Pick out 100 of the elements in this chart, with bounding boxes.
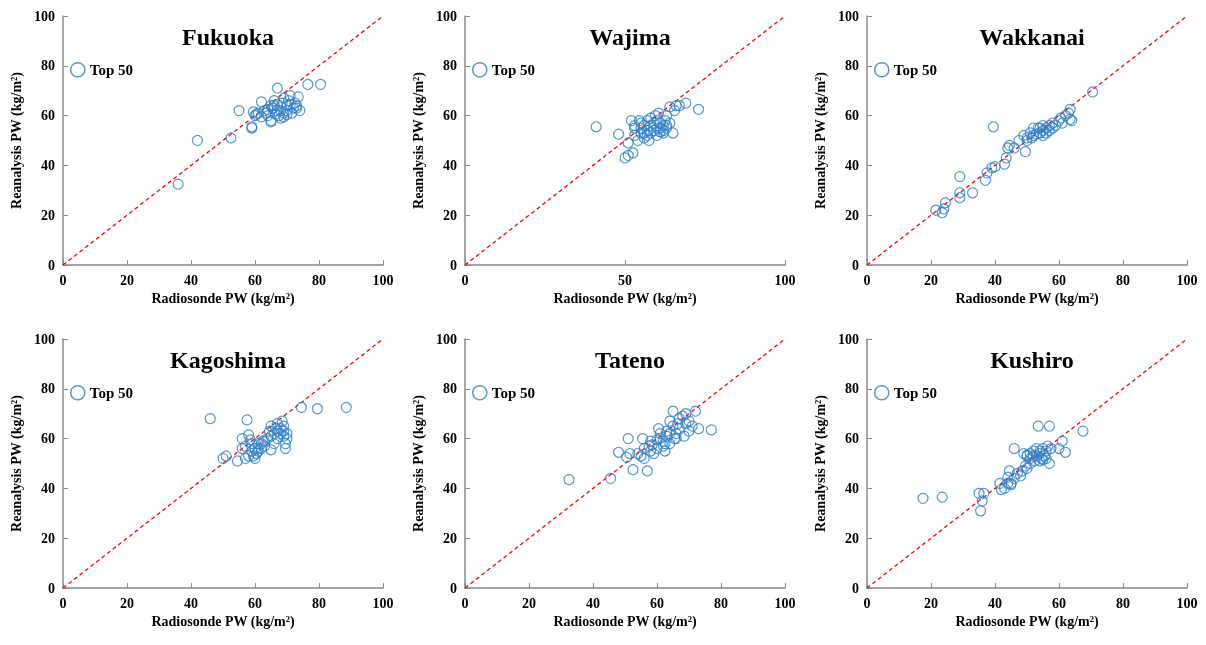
point <box>295 401 307 413</box>
x-tick-label: 100 <box>774 272 796 288</box>
point <box>225 132 237 144</box>
point <box>669 105 681 117</box>
point <box>204 412 216 424</box>
y-tick-label: 60 <box>41 430 55 446</box>
y-axis-title: Reanalysis PW (kg/m²) <box>8 394 25 532</box>
point <box>643 134 655 147</box>
point <box>693 422 705 434</box>
x-tick-label: 80 <box>714 595 728 610</box>
point <box>1087 86 1099 98</box>
x-tick-label: 80 <box>1116 272 1130 288</box>
point <box>1008 142 1020 154</box>
point <box>653 422 665 434</box>
point <box>667 405 679 417</box>
legend-label: Top 50 <box>491 61 535 78</box>
x-tick-label: 0 <box>59 595 67 610</box>
y-tick-label: 80 <box>845 380 859 396</box>
y-tick-label: 80 <box>845 58 859 74</box>
y-tick-label: 60 <box>845 430 859 446</box>
point <box>268 437 280 449</box>
x-tick-label: 20 <box>924 595 938 610</box>
point <box>967 187 979 199</box>
y-axis-title: Reanalysis PW (kg/m²) <box>410 71 427 209</box>
y-tick-label: 40 <box>845 480 859 496</box>
point <box>1032 420 1044 432</box>
chart-title: Kushiro <box>990 346 1074 373</box>
point <box>191 134 203 147</box>
y-tick-label: 80 <box>443 58 457 74</box>
y-tick-label: 0 <box>450 257 457 273</box>
point <box>683 425 695 437</box>
point <box>1002 471 1014 483</box>
point <box>1059 446 1071 458</box>
point <box>645 112 657 124</box>
point <box>1053 442 1065 454</box>
point <box>680 97 692 109</box>
point <box>981 167 993 179</box>
point <box>664 101 676 113</box>
x-tick-label: 60 <box>1052 595 1066 610</box>
point <box>1059 110 1071 122</box>
point <box>622 137 634 149</box>
point <box>994 477 1006 489</box>
point <box>975 504 987 516</box>
y-tick-label: 40 <box>41 157 55 173</box>
x-tick-label: 100 <box>372 272 394 288</box>
point <box>661 110 673 122</box>
point <box>641 464 653 477</box>
y-tick-label: 100 <box>34 8 55 24</box>
point <box>284 90 296 102</box>
point <box>563 473 575 485</box>
point <box>265 443 277 455</box>
x-tick-label: 50 <box>618 272 632 288</box>
point <box>243 449 255 462</box>
point <box>622 432 634 444</box>
point <box>233 105 245 117</box>
chart-title: Kagoshima <box>169 346 287 373</box>
point <box>930 204 942 216</box>
point <box>999 158 1011 170</box>
point <box>667 420 679 432</box>
x-tick-label: 0 <box>863 595 871 610</box>
point <box>1013 134 1025 147</box>
point <box>673 422 685 434</box>
point <box>1016 464 1028 477</box>
x-axis-title: Radiosonde PW (kg/m²) <box>955 613 1099 630</box>
x-tick-label: 20 <box>522 595 536 610</box>
x-tick-label: 20 <box>120 272 134 288</box>
point <box>987 121 999 133</box>
point <box>629 129 641 142</box>
point <box>236 432 248 444</box>
x-tick-label: 40 <box>586 595 600 610</box>
point <box>936 207 948 219</box>
x-tick-label: 100 <box>1176 272 1198 288</box>
point <box>340 401 352 413</box>
x-tick-label: 80 <box>1116 595 1130 610</box>
y-tick-label: 80 <box>41 380 55 396</box>
chart-title: Fukuoka <box>181 24 275 50</box>
point <box>673 412 685 424</box>
y-tick-label: 100 <box>838 8 859 24</box>
y-tick-label: 20 <box>845 530 859 546</box>
point <box>271 417 283 429</box>
point <box>670 427 682 439</box>
point <box>271 432 283 444</box>
chart-title: Tateno <box>595 346 665 373</box>
point <box>689 405 701 417</box>
point <box>632 134 644 147</box>
legend-label: Top 50 <box>893 61 937 78</box>
x-tick-label: 20 <box>924 272 938 288</box>
point <box>1000 152 1012 164</box>
point <box>278 92 290 104</box>
x-axis-title: Radiosonde PW (kg/m²) <box>553 613 697 630</box>
point <box>172 178 184 190</box>
point <box>265 420 277 432</box>
point <box>625 114 637 127</box>
x-tick-label: 40 <box>184 272 198 288</box>
y-axis-title: Reanalysis PW (kg/m²) <box>812 394 829 532</box>
y-tick-label: 20 <box>443 530 457 546</box>
point <box>664 415 676 427</box>
point <box>651 442 663 454</box>
x-tick-label: 100 <box>372 595 394 610</box>
chart-title: Wakkanai <box>979 24 1086 50</box>
